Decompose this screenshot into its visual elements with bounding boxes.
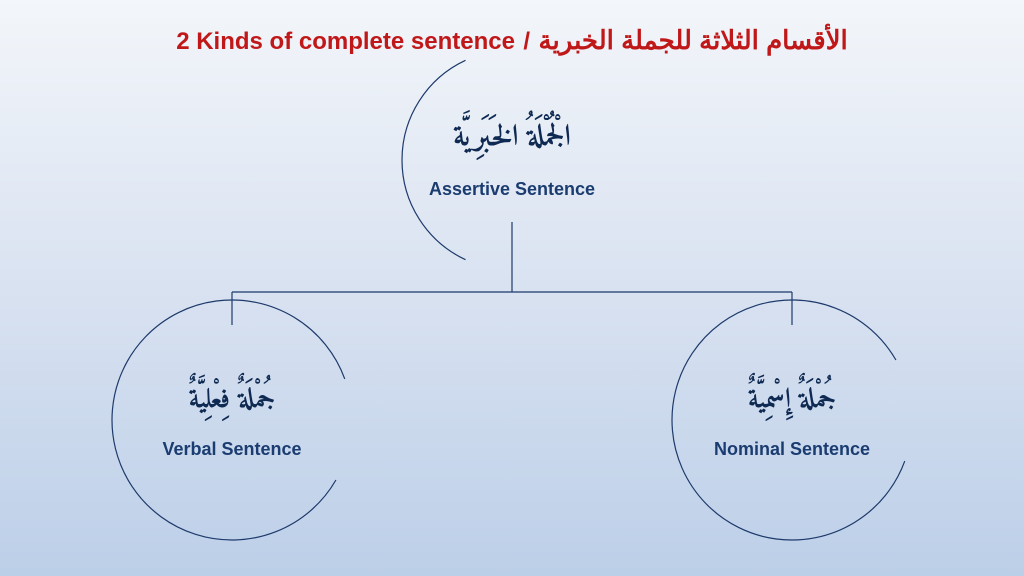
node-left: جُمْلَةٌ فِعْلِيَّةٌ Verbal Sentence	[100, 376, 364, 460]
diagram-svg	[0, 0, 1024, 576]
diagram-canvas: 2 Kinds of complete sentence / الأقسام ا…	[0, 0, 1024, 576]
title-separator: /	[523, 28, 530, 55]
node-right-arabic: جُمْلَةٌ إِسْمِيَّةٌ	[660, 376, 924, 425]
node-root: الْجُمْلَةُ الخَبَرِيَّة Assertive Sente…	[391, 112, 633, 200]
node-right: جُمْلَةٌ إِسْمِيَّةٌ Nominal Sentence	[660, 376, 924, 460]
node-root-arabic: الْجُمْلَةُ الخَبَرِيَّة	[391, 112, 633, 165]
title-arabic: الأقسام الثلاثة للجملة الخبرية	[539, 25, 848, 55]
node-right-english: Nominal Sentence	[660, 439, 924, 460]
node-left-english: Verbal Sentence	[100, 439, 364, 460]
diagram-title: 2 Kinds of complete sentence / الأقسام ا…	[0, 25, 1024, 56]
node-left-arabic: جُمْلَةٌ فِعْلِيَّةٌ	[100, 376, 364, 425]
node-root-english: Assertive Sentence	[391, 179, 633, 200]
title-english: 2 Kinds of complete sentence	[176, 28, 515, 55]
